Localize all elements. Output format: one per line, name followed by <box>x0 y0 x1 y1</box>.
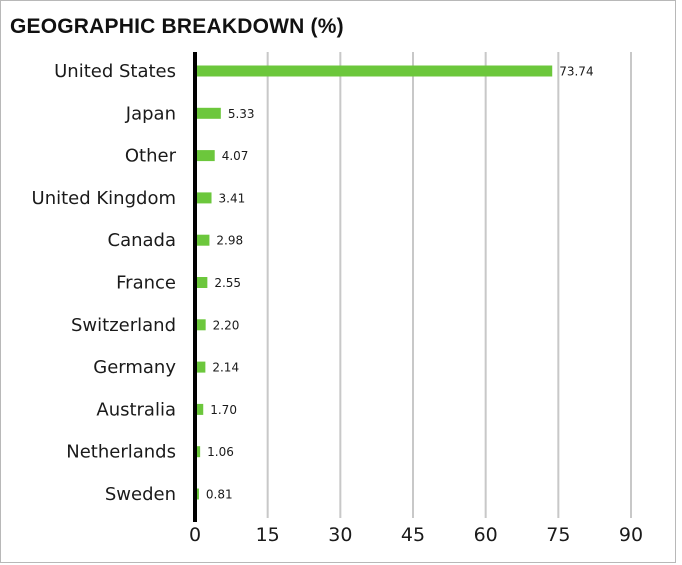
bar-netherlands <box>195 446 201 458</box>
category-label: Netherlands <box>66 442 176 463</box>
value-label: 4.07 <box>222 149 249 163</box>
x-tick-label: 45 <box>401 524 425 546</box>
bar-united-kingdom <box>195 192 212 204</box>
value-label: 0.81 <box>206 488 233 502</box>
x-tick-label: 15 <box>256 524 280 546</box>
category-label: United States <box>54 61 176 82</box>
value-label: 3.41 <box>219 191 246 205</box>
value-label: 2.20 <box>213 318 240 332</box>
value-label: 2.14 <box>212 361 239 375</box>
category-label: United Kingdom <box>32 188 176 209</box>
category-label: Australia <box>96 399 176 420</box>
labels: United States 73.74 Japan 5.33 Other 4.07 Unit… <box>32 52 643 546</box>
bar-france <box>195 277 208 288</box>
bar-other <box>195 150 215 162</box>
value-label: 1.06 <box>207 445 234 459</box>
bar-germany <box>195 361 206 373</box>
category-label: France <box>116 273 176 294</box>
x-tick-label: 0 <box>189 524 201 546</box>
category-label: Switzerland <box>71 315 176 336</box>
bar-australia <box>195 403 204 415</box>
value-label: 1.70 <box>210 403 237 417</box>
category-label: Germany <box>93 357 176 378</box>
bar-japan <box>195 107 221 119</box>
bars <box>195 65 553 500</box>
x-tick-label: 75 <box>546 524 570 546</box>
bar-switzerland <box>195 319 206 331</box>
value-label: 2.98 <box>216 234 243 248</box>
bar-canada <box>195 234 210 246</box>
category-label: Canada <box>108 230 177 251</box>
category-label: Japan <box>125 103 176 124</box>
chart-title: GEOGRAPHIC BREAKDOWN (%) <box>10 15 344 38</box>
x-tick-label: 30 <box>328 524 352 546</box>
bar-united-states <box>195 65 553 77</box>
x-tick-label: 90 <box>619 524 643 546</box>
value-label: 73.74 <box>559 65 593 79</box>
category-label: Other <box>125 146 177 167</box>
value-label: 5.33 <box>228 107 255 121</box>
gridlines <box>266 52 632 518</box>
x-tick-label: 60 <box>474 524 498 546</box>
value-label: 2.55 <box>214 276 241 290</box>
category-label: Sweden <box>105 484 176 505</box>
